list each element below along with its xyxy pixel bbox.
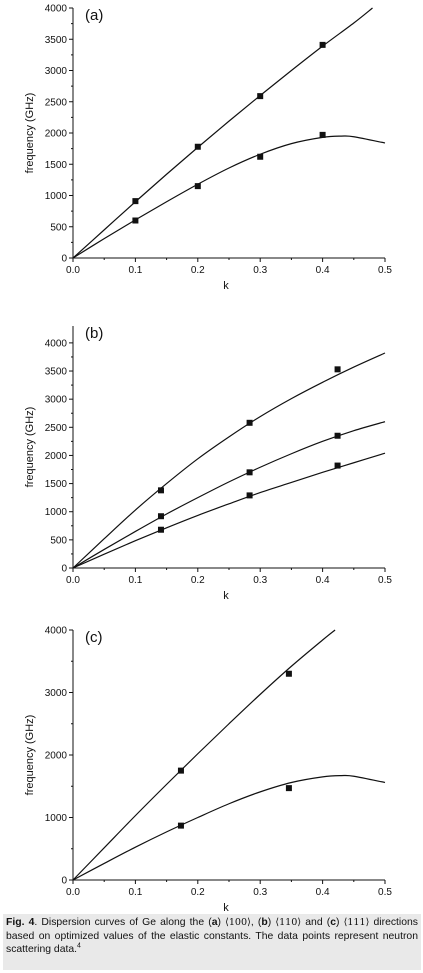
x-tick-label: 0.1 [128,575,142,586]
data-point-marker [334,432,341,439]
caption-text-1: . Dispersion curves of Ge along the ( [34,917,212,928]
chart-panel-3: 0.0 0.1 0.2 0.3 0.4 0.5 0 1000 2000 3000 4000 k freq… [24,626,392,915]
panel-label: (b) [85,325,103,342]
y-tick-label: 1500 [45,160,68,171]
x-tick-label: 0.3 [253,887,267,898]
y-tick-label: 3500 [45,367,68,378]
y-tick-label: 1500 [45,479,68,490]
caption-text-4: directions based on optimized values of … [6,917,418,956]
data-point-marker [319,131,326,138]
caption-text-2: , ( [250,917,262,928]
y-tick-label: 1000 [45,813,68,824]
y-tick-label: 0 [61,254,67,265]
y-tick-label: 3500 [45,35,68,46]
data-point-marker [246,469,253,476]
y-tick-label: 0 [61,564,67,575]
x-axis-label: k [223,590,229,602]
data-point-marker [177,822,184,829]
dispersion-curve-3 [72,452,386,569]
data-point-marker [194,143,201,150]
caption-text-3: and ( [301,917,331,928]
data-point-marker [257,93,264,100]
x-tick-label: 0.4 [316,887,330,898]
data-point-marker [246,492,253,499]
x-tick-label: 0.3 [253,265,267,276]
y-tick-label: 0 [61,876,67,887]
data-point-marker [194,183,201,190]
data-point-marker [257,153,264,160]
x-tick-label: 0.0 [66,575,80,586]
data-point-marker [319,41,326,48]
dispersion-curve-2 [72,774,386,881]
dispersion-curve-2 [72,421,386,569]
x-axis-label: k [223,902,229,914]
panel-label: (a) [85,7,103,24]
chart-panel-1: 0.0 0.1 0.2 0.3 0.4 0.5 0 500 1000 1500 2000 2500 30… [24,4,392,293]
figure-caption: Fig. 4. Dispersion curves of Ge along th… [3,914,421,970]
data-point-marker [246,419,253,426]
y-tick-label: 500 [50,222,67,233]
data-point-marker [177,767,184,774]
x-tick-label: 0.5 [378,575,392,586]
x-tick-label: 0.3 [253,575,267,586]
x-tick-label: 0.2 [191,575,205,586]
y-tick-label: 1000 [45,191,68,202]
caption-c: c [330,917,336,928]
x-tick-label: 0.5 [378,887,392,898]
x-tick-label: 0.4 [316,575,330,586]
x-tick-label: 0.1 [128,265,142,276]
data-point-marker [157,513,164,520]
data-point-marker [157,487,164,494]
y-tick-label: 1000 [45,507,68,518]
x-tick-label: 0.1 [128,887,142,898]
y-axis-label: frequency (GHz) [24,93,36,174]
caption-dir-c: ⟨111⟩ [343,917,370,928]
y-tick-label: 500 [50,535,67,546]
x-tick-label: 0.4 [316,265,330,276]
y-tick-label: 2000 [45,751,68,762]
y-tick-label: 3000 [45,66,68,77]
caption-dir-a: ⟨100⟩ [225,917,251,928]
data-point-marker [334,366,341,373]
data-point-marker [132,198,139,205]
y-tick-label: 2000 [45,129,68,140]
dispersion-curve-1 [72,352,386,569]
x-tick-label: 0.2 [191,887,205,898]
caption-ref: 4 [77,942,81,950]
x-tick-label: 0.2 [191,265,205,276]
data-point-marker [157,526,164,533]
data-point-marker [285,670,292,677]
data-point-marker [132,217,139,224]
y-tick-label: 3000 [45,688,68,699]
x-axis-label: k [223,280,229,292]
data-point-marker [334,462,341,469]
dispersion-curve-2 [72,135,386,259]
chart-panel-2: 0.0 0.1 0.2 0.3 0.4 0.5 0 500 1000 1500 2000 2500 30… [24,325,392,602]
caption-label: Fig. 4 [6,917,35,928]
x-tick-label: 0.0 [66,887,80,898]
data-point-marker [285,785,292,792]
panel-label: (c) [85,629,103,646]
y-tick-label: 4000 [45,338,68,349]
y-axis-label: frequency (GHz) [24,715,36,796]
caption-dir-b: ⟨110⟩ [275,917,302,928]
x-tick-label: 0.5 [378,265,392,276]
caption-b: b [261,917,268,928]
y-tick-label: 2000 [45,451,68,462]
x-tick-label: 0.0 [66,265,80,276]
y-tick-label: 3000 [45,395,68,406]
dispersion-curve-1 [72,629,336,881]
y-tick-label: 2500 [45,423,68,434]
caption-a: a [211,917,218,928]
dispersion-curve-1 [72,7,373,259]
y-tick-label: 4000 [45,626,68,637]
y-axis-label: frequency (GHz) [24,407,36,488]
y-tick-label: 2500 [45,97,68,108]
y-tick-label: 4000 [45,4,68,15]
